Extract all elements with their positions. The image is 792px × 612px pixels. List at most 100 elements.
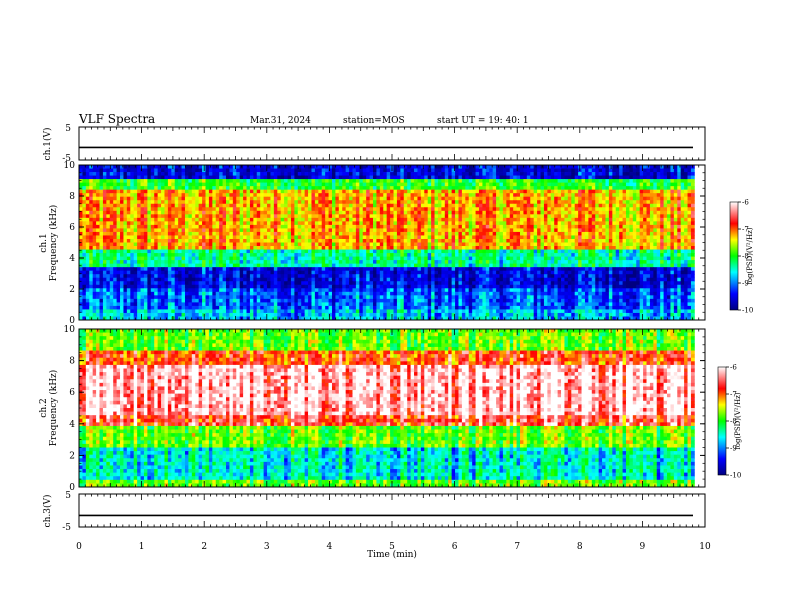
spec1-cell — [629, 231, 634, 236]
spec1-cell — [444, 217, 449, 222]
spec1-cell — [550, 189, 555, 194]
spec1-cell — [639, 172, 644, 176]
spec1-cell — [393, 242, 398, 247]
spec1-cell — [96, 182, 100, 187]
spec1-cell — [109, 182, 114, 187]
spec1-cell — [164, 214, 169, 219]
spec1-cell — [625, 224, 630, 229]
spec1-cell — [99, 189, 104, 194]
spec1-cell — [147, 165, 152, 169]
spec1-cell — [267, 203, 271, 208]
spec1-cell — [349, 207, 353, 212]
spec1-cell — [157, 210, 162, 215]
spec1-cell — [147, 172, 152, 176]
spec1-cell — [475, 175, 480, 180]
spec1-cell — [649, 253, 654, 257]
spec1-cell — [352, 193, 357, 198]
spec1-cell — [492, 193, 497, 198]
spec1-cell — [215, 224, 220, 229]
spec1-cell — [417, 235, 422, 240]
spec1-cell — [663, 200, 668, 205]
spec1-cell — [632, 172, 637, 176]
spec1-cell — [444, 260, 449, 265]
spec1-cell — [687, 246, 692, 250]
spec1-cell — [236, 168, 241, 173]
spec1-cell — [154, 217, 159, 222]
spec1-cell — [496, 214, 500, 219]
spec1-cell — [280, 246, 285, 250]
spec1-cell — [584, 207, 589, 212]
spec1-cell — [482, 249, 487, 254]
spec1-cell — [540, 235, 545, 240]
spec1-cell — [513, 179, 517, 184]
spec1-cell — [502, 168, 507, 173]
spec1-cell — [290, 228, 295, 233]
spec1-cell — [516, 189, 521, 194]
spec1-cell — [533, 193, 538, 198]
spec1-cell — [690, 196, 695, 201]
spec1-cell — [236, 253, 241, 257]
spec1-cell — [161, 224, 165, 229]
spec1-cell — [331, 242, 336, 247]
header-start-time: start UT = 19: 40: 1 — [437, 116, 529, 126]
spec1-cell — [567, 210, 572, 215]
spec1-cell — [690, 207, 695, 212]
spec1-cell — [584, 224, 589, 229]
spec1-cell — [506, 256, 511, 261]
spec1-cell — [533, 228, 538, 233]
spec1-cell — [506, 260, 511, 265]
spec1-cell — [328, 179, 333, 184]
spec1-cell — [109, 256, 114, 261]
spec1-cell — [520, 193, 524, 198]
spec1-cell — [116, 165, 121, 169]
spec1-cell — [226, 165, 230, 169]
spec1-cell — [277, 231, 282, 236]
spec1-cell — [137, 260, 141, 265]
spec1-cell — [478, 172, 483, 176]
spec1-cell — [533, 186, 538, 191]
spec1-cell — [632, 189, 637, 194]
spec1-cell — [191, 182, 196, 187]
spec1-cell — [530, 172, 535, 176]
spec1-cell — [383, 231, 388, 236]
spec1-cell — [198, 200, 203, 205]
spec1-cell — [420, 249, 425, 254]
spec1-cell — [335, 200, 340, 205]
spec1-cell — [143, 246, 148, 250]
spec1-cell — [219, 242, 223, 247]
spec1-cell — [502, 175, 507, 180]
spec1-cell — [232, 235, 237, 240]
spec1-cell — [420, 175, 425, 180]
spec1-cell — [533, 217, 538, 222]
spec1-cell — [260, 256, 265, 261]
spec1-cell — [99, 207, 104, 212]
spec1-cell — [407, 242, 412, 247]
spec1-cell — [414, 238, 418, 243]
spec1-cell — [349, 228, 353, 233]
spec1-cell — [403, 189, 408, 194]
spec1-cell — [523, 238, 528, 243]
spec1-cell — [670, 186, 675, 191]
spec1-cell — [567, 165, 572, 169]
spec1-cell — [335, 179, 340, 184]
spec1-cell — [328, 217, 333, 222]
spec1-cell — [178, 260, 182, 265]
spec1-cell — [410, 186, 415, 191]
spec1-cell — [684, 221, 688, 226]
spec1-cell — [297, 238, 302, 243]
spec1-cell — [543, 221, 548, 226]
spec1-cell — [431, 179, 435, 184]
spec1-cell — [205, 189, 210, 194]
spec1-cell — [123, 210, 128, 215]
spec1-cell — [123, 172, 128, 176]
spec1-cell — [649, 242, 654, 247]
spec1-cell — [79, 228, 83, 233]
spec1-cell — [632, 246, 637, 250]
spec1-cell — [557, 231, 562, 236]
spec1-cell — [468, 246, 473, 250]
spec1-cell — [489, 221, 494, 226]
spec1-cell — [260, 168, 265, 173]
spec1-cell — [92, 203, 97, 208]
spec1-cell — [167, 228, 172, 233]
spec1-cell — [113, 256, 118, 261]
